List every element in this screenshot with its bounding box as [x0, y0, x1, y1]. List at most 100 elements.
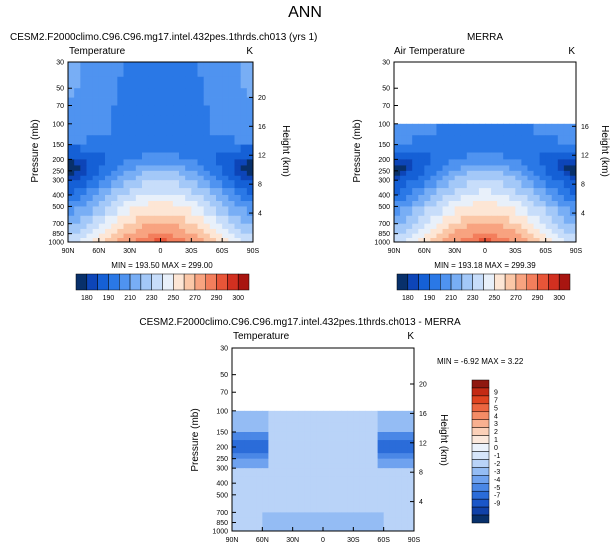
- model-cell: [197, 237, 205, 243]
- diff-cell: [323, 468, 330, 477]
- model-cell: [203, 215, 211, 225]
- model-cell: [129, 135, 137, 146]
- diff-cell: [262, 504, 269, 513]
- obs-plot-area: [393, 61, 577, 243]
- obs-cell: [478, 215, 486, 225]
- diff-cell: [407, 463, 415, 469]
- model-colorbar-label: 300: [232, 295, 244, 302]
- diff-cell: [274, 440, 281, 448]
- diff-colorbar-swatch: [471, 395, 490, 405]
- model-cell: [172, 88, 180, 98]
- model-cell: [98, 105, 106, 116]
- obs-cell: [491, 201, 498, 207]
- obs-cell: [545, 123, 553, 136]
- diff-cell: [292, 422, 300, 433]
- model-cell: [246, 215, 254, 225]
- diff-cell: [359, 504, 366, 513]
- diff-cell: [286, 483, 294, 490]
- model-cell: [240, 115, 248, 125]
- model-cell: [92, 206, 100, 217]
- diff-cell: [292, 504, 300, 513]
- model-cell: [80, 175, 87, 181]
- model-cell: [240, 237, 248, 243]
- model-cell: [203, 62, 211, 78]
- obs-colorbar-swatch: [461, 273, 473, 291]
- model-cell: [117, 135, 124, 146]
- diff-cell: [335, 512, 342, 519]
- model-colorbar-swatch: [237, 273, 250, 291]
- model-cell: [68, 152, 75, 160]
- obs-cell: [442, 165, 449, 172]
- model-cell: [129, 188, 137, 196]
- obs-cell: [521, 237, 528, 243]
- model-cell: [216, 180, 223, 189]
- model-cell: [160, 115, 168, 125]
- obs-cell: [509, 215, 516, 225]
- diff-variable: Temperature: [233, 331, 290, 342]
- diff-cell: [395, 453, 403, 460]
- diff-cell: [401, 458, 409, 465]
- diff-cell: [250, 422, 257, 433]
- model-cell: [74, 180, 81, 189]
- model-cell: [203, 123, 211, 136]
- obs-cell: [460, 152, 468, 160]
- diff-cell: [359, 453, 366, 460]
- model-cell: [129, 180, 137, 189]
- obs-cell: [551, 188, 559, 196]
- model-cell: [234, 159, 242, 166]
- model-cell: [172, 188, 180, 196]
- diff-colorbar-swatch: [471, 427, 490, 436]
- model-cell: [68, 237, 75, 243]
- model-xtick-label: 60S: [216, 248, 229, 255]
- diff-cell: [310, 440, 318, 448]
- model-cell: [179, 228, 186, 235]
- model-cell: [160, 180, 168, 189]
- diff-xtick-label: 30S: [347, 537, 360, 544]
- panel-model: CESM2.F2000climo.C96.C96.mg17.intel.432p…: [10, 32, 317, 302]
- diff-ytick-label: 150: [216, 429, 228, 436]
- diff-cell: [383, 489, 391, 496]
- obs-xtick-label: 0: [483, 248, 487, 255]
- diff-cell: [232, 440, 239, 448]
- model-cell: [240, 97, 248, 106]
- diff-cell: [304, 476, 312, 484]
- obs-cell: [485, 170, 492, 177]
- obs-cell: [563, 152, 571, 160]
- diff-ytick-label: 50: [220, 372, 228, 379]
- obs-cell: [442, 175, 449, 181]
- model-cell: [123, 165, 131, 172]
- diff-cell: [389, 463, 397, 469]
- model-cell: [240, 76, 248, 89]
- diff-cell: [244, 440, 251, 448]
- model-cell: [68, 170, 75, 177]
- diff-cell: [395, 463, 403, 469]
- model-cell: [160, 105, 168, 116]
- model-cell: [135, 201, 143, 207]
- obs-cell: [527, 206, 534, 217]
- model-cell: [246, 194, 254, 202]
- diff-cell: [341, 483, 348, 490]
- obs-cell: [442, 194, 449, 202]
- diff-title: CESM2.F2000climo.C96.C96.mg17.intel.432p…: [139, 317, 461, 328]
- diff-cell: [395, 489, 403, 496]
- model-xtick-label: 60N: [92, 248, 105, 255]
- model-cell: [209, 237, 217, 243]
- diff-cell: [323, 489, 330, 496]
- obs-cell: [485, 233, 492, 239]
- diff-cell: [232, 476, 239, 484]
- panel-diff: CESM2.F2000climo.C96.C96.mg17.intel.432p…: [139, 317, 523, 544]
- obs-cell: [521, 201, 528, 207]
- model-cell: [111, 62, 118, 78]
- obs-cell: [569, 206, 577, 217]
- diff-colorbar-swatch: [471, 514, 490, 524]
- obs-cell: [412, 170, 419, 177]
- model-cell: [160, 188, 168, 196]
- model-cell: [240, 188, 248, 196]
- diff-cell: [298, 453, 306, 460]
- model-cell: [86, 201, 94, 207]
- model-cell: [98, 152, 106, 160]
- model-cell: [105, 62, 112, 78]
- obs-cell: [466, 194, 474, 202]
- diff-cell: [377, 504, 385, 513]
